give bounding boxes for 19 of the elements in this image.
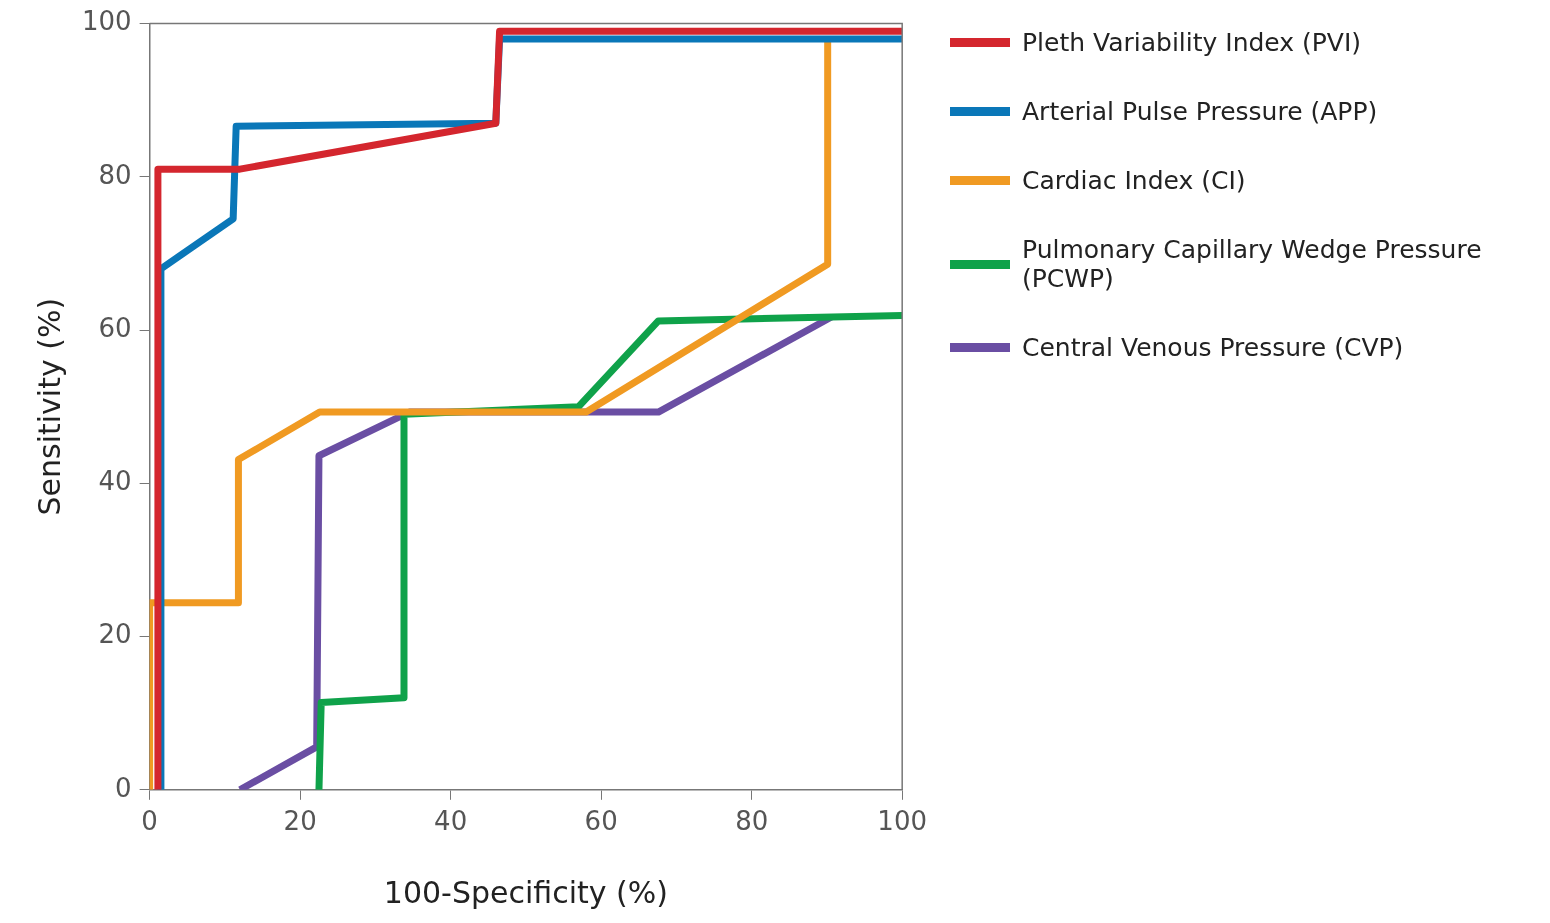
x-axis-title: 100-Specificity (%) [383,874,668,910]
x-tick-label: 0 [141,806,158,837]
x-tick-label: 20 [283,806,317,837]
y-tick-label: 20 [98,619,132,650]
x-tick-label: 80 [735,806,769,837]
legend-label: Arterial Pulse Pressure (APP) [1022,97,1378,126]
x-tick-label: 60 [584,806,618,837]
y-tick-label: 0 [115,772,132,803]
legend-label: Pleth Variability Index (PVI) [1022,28,1362,57]
y-tick-label: 40 [98,466,132,497]
x-tick-label: 100 [877,806,928,837]
y-tick-label: 80 [98,159,132,190]
legend-label: Cardiac Index (CI) [1022,166,1246,195]
y-tick-label: 60 [98,312,132,343]
legend-label: Pulmonary Capillary Wedge Pressure (PCWP) [1022,235,1483,293]
x-tick-label: 40 [434,806,468,837]
y-tick-label: 100 [81,6,132,37]
legend-label: Central Venous Pressure (CVP) [1022,333,1404,362]
y-axis-title: Sensitivity (%) [31,297,67,516]
